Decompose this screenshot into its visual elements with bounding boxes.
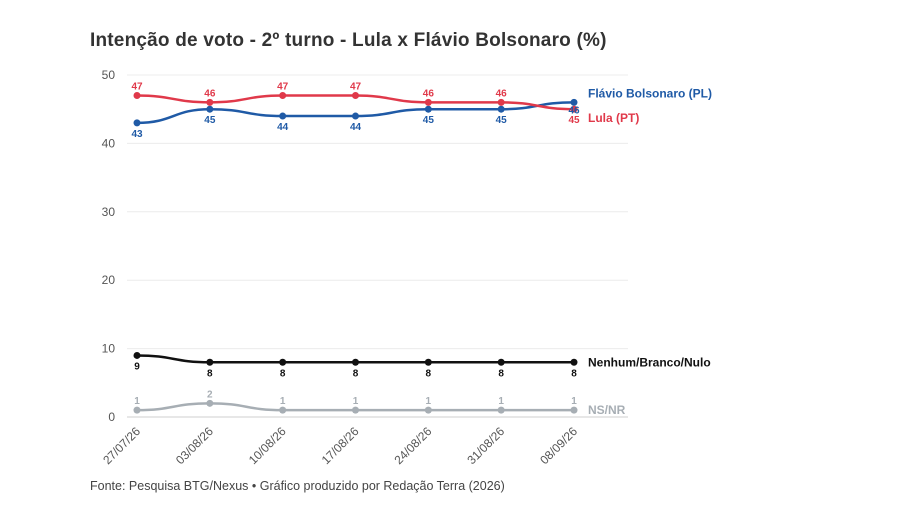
chart-source: Fonte: Pesquisa BTG/Nexus • Gráfico prod…	[90, 479, 505, 493]
data-label-2-1: 8	[207, 368, 213, 379]
data-label-3-1: 2	[207, 389, 213, 400]
data-label-0-5: 45	[496, 115, 508, 126]
data-point-1-5	[497, 98, 505, 106]
series-label-0: Flávio Bolsonaro (PL)	[588, 86, 712, 100]
data-point-2-4	[424, 358, 432, 366]
y-tick-label-30: 30	[102, 205, 116, 219]
data-point-1-0	[133, 92, 141, 100]
data-point-0-3	[352, 112, 359, 120]
data-point-3-3	[352, 406, 359, 414]
data-point-3-6	[570, 406, 578, 414]
data-label-2-4: 8	[426, 368, 432, 379]
series-group	[133, 92, 578, 414]
y-tick-label-40: 40	[102, 136, 116, 150]
data-label-1-2: 47	[277, 82, 289, 93]
data-point-0-0	[133, 119, 141, 127]
data-label-0-0: 43	[131, 129, 143, 140]
x-axis: 27/07/26 03/08/26 10/08/26 17/08/26 24/08/26…	[100, 424, 580, 467]
chart-title: Intenção de voto - 2º turno - Lula x Flá…	[90, 30, 607, 51]
y-tick-label-10: 10	[102, 342, 116, 356]
data-point-3-1	[206, 399, 214, 407]
data-point-3-2	[279, 406, 287, 414]
x-tick-label-0: 27/07/26	[100, 424, 143, 467]
data-label-2-5: 8	[498, 368, 504, 379]
series-label-3: NS/NR	[588, 403, 626, 417]
data-point-2-5	[497, 358, 505, 366]
data-point-0-5	[497, 105, 505, 113]
data-label-0-4: 45	[423, 115, 435, 126]
data-point-0-2	[279, 112, 287, 120]
data-point-2-1	[206, 358, 214, 366]
data-point-1-3	[352, 92, 359, 100]
x-tick-label-3: 17/08/26	[319, 424, 362, 467]
x-tick-label-4: 24/08/26	[392, 424, 435, 467]
data-point-0-1	[206, 105, 214, 113]
x-tick-label-2: 10/08/26	[246, 424, 289, 467]
data-label-3-2: 1	[280, 396, 286, 407]
data-label-2-0: 9	[134, 361, 140, 372]
data-label-2-6: 8	[571, 368, 577, 379]
y-tick-label-50: 50	[102, 68, 116, 82]
data-label-1-5: 46	[496, 88, 508, 99]
data-point-2-2	[279, 358, 287, 366]
series-label-2: Nenhum/Branco/Nulo	[588, 355, 711, 369]
data-label-2-3: 8	[353, 368, 359, 379]
data-label-1-6: 45	[568, 115, 580, 126]
data-point-2-6	[570, 358, 578, 366]
y-axis: 0 10 20 30 40 50	[102, 68, 116, 424]
data-point-1-4	[424, 98, 432, 106]
data-label-0-1: 45	[204, 115, 216, 126]
y-tick-label-0: 0	[108, 410, 115, 424]
data-label-1-3: 47	[350, 82, 362, 93]
data-point-1-1	[206, 98, 214, 106]
x-tick-label-6: 08/09/26	[537, 424, 580, 467]
data-point-2-0	[133, 351, 141, 359]
series-label-1: Lula (PT)	[588, 111, 639, 125]
data-point-3-4	[424, 406, 432, 414]
line-chart: 0 10 20 30 40 50 27/07/26 03/08/26 10/08/26 17/0…	[100, 68, 712, 467]
data-label-0-2: 44	[277, 122, 289, 133]
data-label-2-2: 8	[280, 368, 286, 379]
data-point-1-2	[279, 92, 287, 100]
data-point-3-5	[497, 406, 505, 414]
x-tick-label-1: 03/08/26	[173, 424, 216, 467]
y-tick-label-20: 20	[102, 273, 116, 287]
data-point-2-3	[352, 358, 359, 366]
data-label-1-4: 46	[423, 88, 435, 99]
series-labels: Flávio Bolsonaro (PL) Lula (PT) Nenhum/Bra…	[588, 86, 712, 417]
data-label-3-4: 1	[426, 396, 432, 407]
data-label-1-0: 47	[131, 82, 143, 93]
data-label-3-0: 1	[134, 396, 140, 407]
grid-lines	[127, 74, 628, 418]
data-point-3-0	[133, 406, 141, 414]
data-point-0-6	[570, 98, 578, 106]
data-point-0-4	[424, 105, 432, 113]
data-point-1-6	[570, 105, 578, 113]
data-label-3-5: 1	[498, 396, 504, 407]
data-label-3-3: 1	[353, 396, 359, 407]
data-label-0-6: 46	[568, 105, 580, 116]
x-tick-label-5: 31/08/26	[464, 424, 507, 467]
data-label-0-3: 44	[350, 122, 362, 133]
data-label-3-6: 1	[571, 396, 577, 407]
data-label-1-1: 46	[204, 88, 216, 99]
